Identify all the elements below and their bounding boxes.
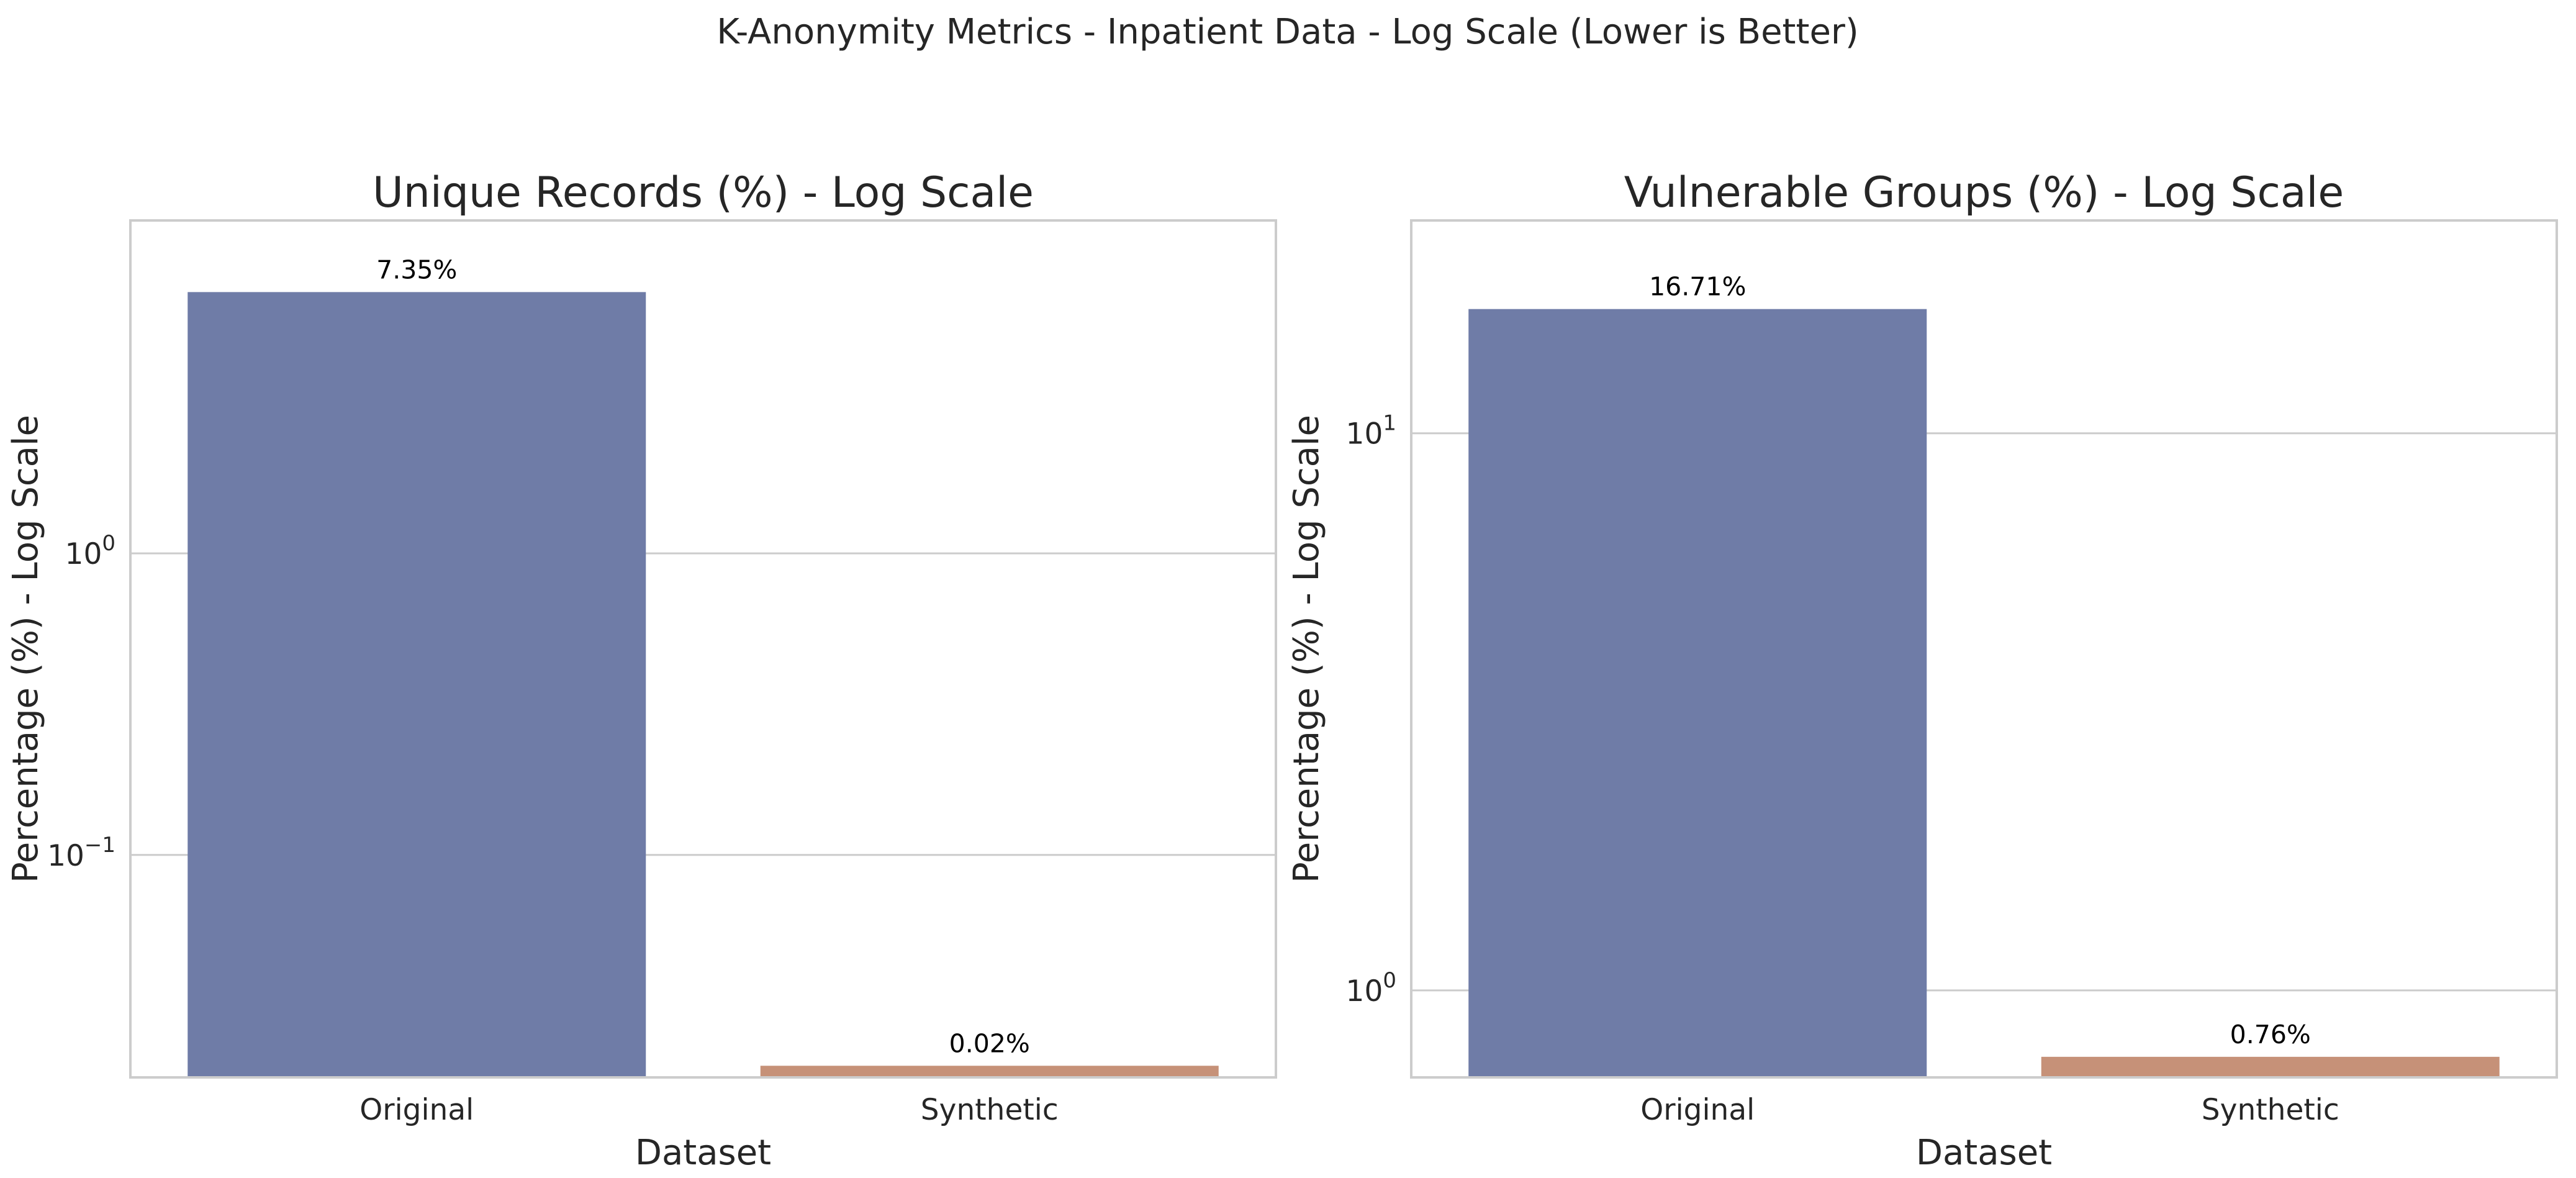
x-axis-label: Dataset (1916, 1133, 2052, 1173)
chart-panel-vulnerable-groups: 16.71% Original 0.76% Synthetic 100 101 Vulner… (1286, 168, 2558, 1173)
y-tick-label: 100 (65, 531, 115, 571)
x-tick-label: Original (1640, 1093, 1755, 1127)
figure-suptitle: K-Anonymity Metrics - Inpatient Data - L… (716, 12, 1859, 52)
plot-frame (1410, 219, 2558, 1079)
y-tick-label: 10−1 (47, 833, 115, 873)
x-tick-label: Original (359, 1093, 474, 1127)
chart-panel-unique-records: 7.35% Original 0.02% Synthetic 10−1 100 Unique… (6, 168, 1277, 1173)
bar-original (1468, 309, 1927, 1077)
y-tick-label: 100 (1346, 968, 1396, 1008)
data-label-original: 16.71% (1649, 272, 1746, 302)
bar-synthetic (760, 1066, 1219, 1077)
panel-title: Unique Records (%) - Log Scale (373, 168, 1034, 217)
panel-title: Vulnerable Groups (%) - Log Scale (1624, 168, 2344, 217)
data-label-synthetic: 0.02% (949, 1028, 1030, 1058)
chart-panels: 7.35% Original 0.02% Synthetic 10−1 100 Unique… (6, 168, 2558, 1173)
x-axis-label: Dataset (635, 1133, 771, 1173)
bar-synthetic (2041, 1056, 2500, 1077)
bar-original (188, 292, 646, 1078)
data-label-synthetic: 0.76% (2230, 1020, 2311, 1049)
y-tick-label: 101 (1346, 411, 1396, 451)
x-tick-label: Synthetic (921, 1093, 1059, 1127)
x-tick-label: Synthetic (2202, 1093, 2339, 1127)
plot-frame (129, 219, 1277, 1079)
y-axis-label: Percentage (%) - Log Scale (6, 415, 46, 883)
y-axis-label: Percentage (%) - Log Scale (1286, 415, 1327, 883)
data-label-original: 7.35% (376, 255, 457, 284)
